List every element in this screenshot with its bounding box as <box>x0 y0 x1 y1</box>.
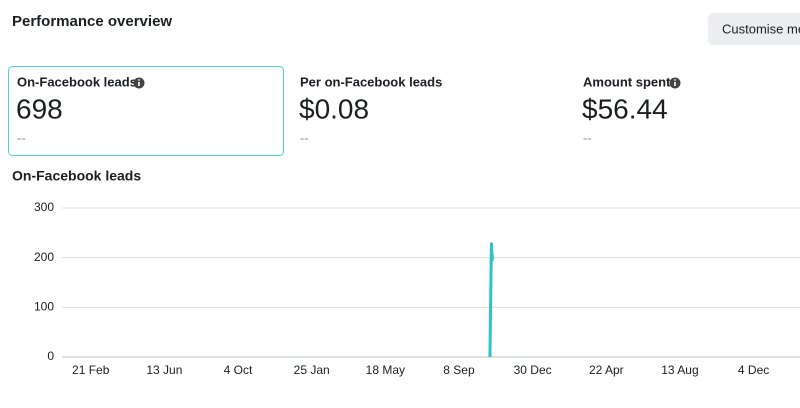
x-tick-label: 30 Dec <box>514 363 552 377</box>
x-tick-label: 13 Jun <box>146 363 182 377</box>
x-tick-label: 18 May <box>366 363 405 377</box>
x-tick-label: 21 Feb <box>72 363 110 377</box>
metric-value: 698 <box>16 93 63 124</box>
metric-comparison: -- <box>17 130 26 145</box>
metric-label: Amount spent <box>583 74 671 89</box>
button-bg[interactable] <box>708 13 800 45</box>
metric-comparison: -- <box>583 130 592 145</box>
y-tick-label: 100 <box>34 300 54 314</box>
metric-label: Per on-Facebook leads <box>300 74 442 89</box>
x-tick-label: 4 Oct <box>224 363 253 377</box>
info-icon[interactable] <box>133 77 145 89</box>
metric-comparison: -- <box>300 130 309 145</box>
chart-title: On-Facebook leads <box>12 168 141 184</box>
y-tick-label: 300 <box>34 200 54 214</box>
metric-label: On-Facebook leads <box>17 74 137 89</box>
plot: 0 100 200 300 21 Feb 13 Jun 4 Oct 25 Jan 18 May 8… <box>34 200 800 377</box>
metric-value: $0.08 <box>299 93 369 124</box>
page-title: Performance overview <box>12 13 172 30</box>
y-tick-label: 200 <box>34 250 54 264</box>
selected-card[interactable] <box>8 66 284 156</box>
info-icon[interactable] <box>669 77 681 89</box>
customise-button[interactable]: Customise metrics <box>708 13 800 45</box>
x-tick-label: 4 Dec <box>738 363 769 377</box>
x-tick-label: 8 Sep <box>443 363 475 377</box>
x-tick-label: 22 Apr <box>589 363 624 377</box>
x-tick-label: 25 Jan <box>294 363 330 377</box>
metric-value: $56.44 <box>582 93 668 124</box>
x-tick-label: 13 Aug <box>661 363 698 377</box>
button-label[interactable]: Customise metrics <box>722 21 800 36</box>
y-tick-label: 0 <box>47 349 54 363</box>
series-line <box>488 242 494 358</box>
